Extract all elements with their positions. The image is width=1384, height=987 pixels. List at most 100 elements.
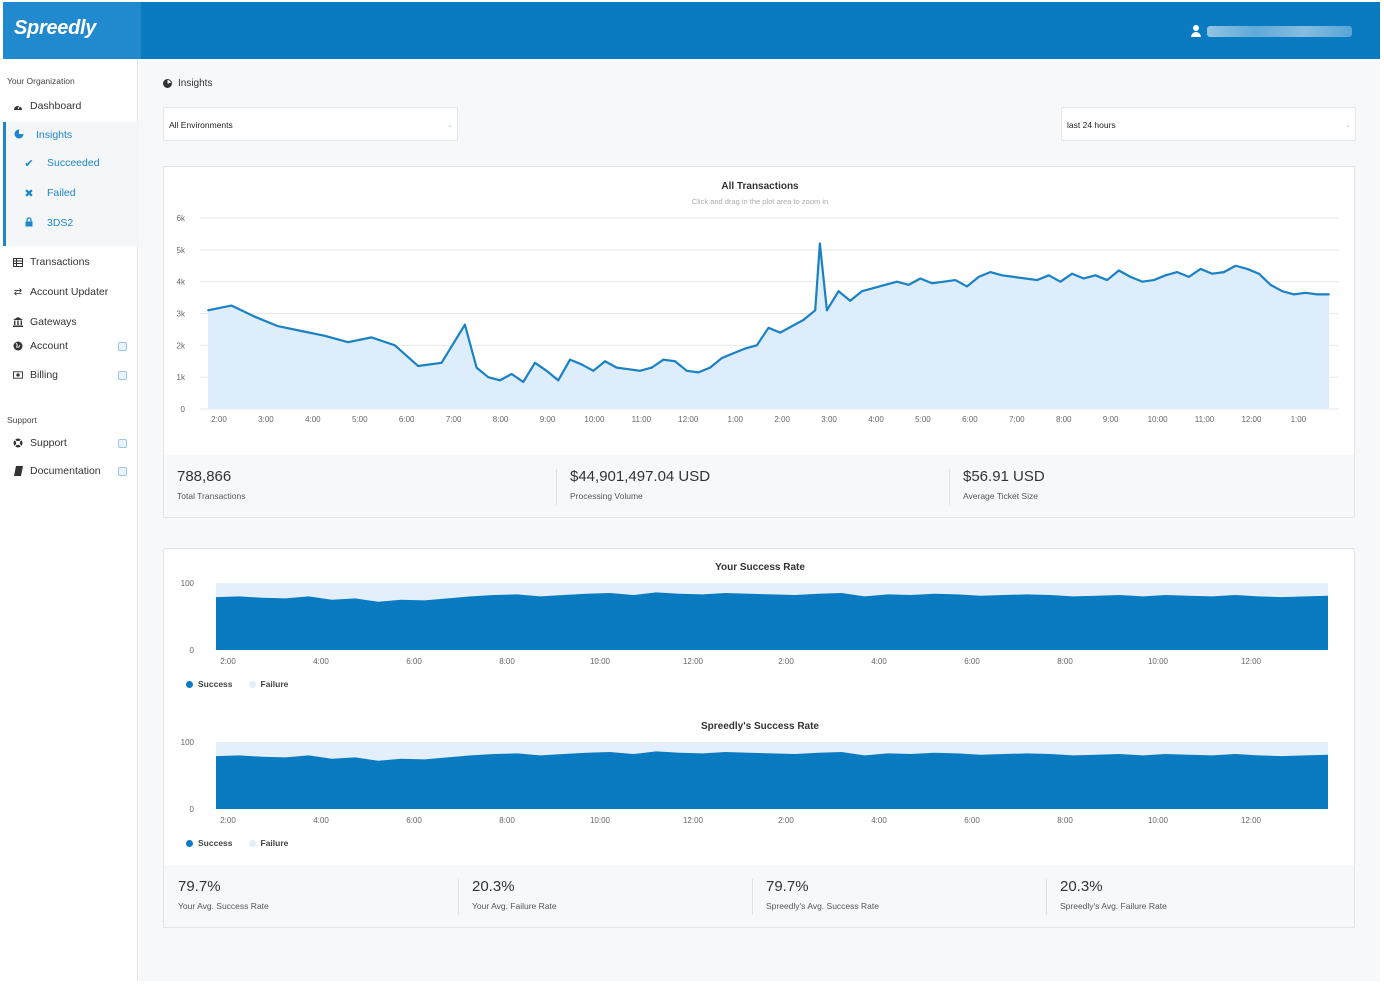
external-link-icon[interactable] [118,438,127,448]
data-point[interactable] [393,344,396,347]
data-point[interactable] [697,371,700,374]
data-point[interactable] [1223,271,1225,274]
data-point[interactable] [1293,293,1295,296]
data-point[interactable] [931,282,933,285]
data-point[interactable] [499,379,501,382]
data-point[interactable] [323,334,326,337]
data-point[interactable] [1258,272,1260,275]
legend-item-success[interactable]: Success [186,838,233,848]
data-point[interactable] [954,279,957,281]
data-point[interactable] [779,331,782,334]
data-point[interactable] [580,363,583,366]
sidebar-item-documentation[interactable]: Documentation [3,458,138,484]
data-point[interactable] [1141,280,1144,283]
data-point[interactable] [417,365,420,367]
data-point[interactable] [1234,264,1237,267]
data-point[interactable] [1024,277,1027,280]
data-point[interactable] [1246,268,1249,270]
data-point[interactable] [1211,272,1214,275]
data-point[interactable] [253,315,256,318]
data-point[interactable] [230,304,233,307]
brand-logo[interactable]: Spreedly [14,17,97,39]
data-point[interactable] [709,366,712,369]
transactions-chart[interactable]: 0 1k 2k 3k 4k 5k 6k 2:00 3:00 4:00 5:00 6:00 7:00 8:0… [164,167,1356,437]
your-success-rate-chart[interactable]: 100 0 2:00 4:00 6:00 8:00 10:00 12:00 2:00 4:00 6:… [164,574,1356,699]
data-point[interactable] [919,277,922,280]
data-point[interactable] [849,299,852,302]
data-point[interactable] [650,366,653,369]
external-link-icon[interactable] [118,466,127,476]
data-point[interactable] [347,341,350,344]
sidebar-item-3ds2[interactable]: 3DS2 [6,211,139,235]
data-point[interactable] [1106,279,1109,281]
data-point[interactable] [1164,274,1167,277]
data-point[interactable] [1071,272,1074,275]
sidebar-item-account[interactable]: Account [3,333,138,359]
data-point[interactable] [825,309,828,312]
data-point[interactable] [896,280,898,283]
data-point[interactable] [790,325,793,328]
data-point[interactable] [1082,277,1085,280]
sidebar-item-support[interactable]: Support [3,430,138,456]
data-point[interactable] [1304,291,1307,294]
data-point[interactable] [207,309,209,312]
data-point[interactable] [884,283,887,286]
sidebar-item-transactions[interactable]: Transactions [3,249,138,275]
data-point[interactable] [627,368,630,371]
data-point[interactable] [1199,268,1202,270]
sidebar-item-succeeded[interactable]: ✔ Succeeded [6,151,139,175]
data-point[interactable] [604,360,606,363]
spreedly-success-rate-chart[interactable]: 100 0 2:00 4:00 6:00 8:00 10:00 12:00 2:00 4:00 6:… [164,733,1356,858]
data-point[interactable] [1117,269,1120,272]
data-point[interactable] [872,287,875,289]
data-point[interactable] [1269,283,1272,286]
data-point[interactable] [592,369,595,372]
data-point[interactable] [744,347,747,350]
data-point[interactable] [861,290,863,293]
data-point[interactable] [475,366,478,369]
data-point[interactable] [639,369,641,372]
data-point[interactable] [732,352,735,355]
data-point[interactable] [510,373,513,375]
data-point[interactable] [615,366,618,369]
data-point[interactable] [1059,280,1062,283]
data-point[interactable] [802,318,805,321]
data-point[interactable] [522,381,525,383]
data-point[interactable] [300,330,303,332]
data-point[interactable] [767,326,770,329]
data-point[interactable] [1187,275,1190,278]
success-area[interactable] [216,592,1328,650]
sidebar-item-account-updater[interactable]: ⇄ Account Updater [3,279,138,305]
data-point[interactable] [1012,275,1015,278]
data-point[interactable] [674,360,676,363]
user-name-redacted[interactable] [1207,25,1352,37]
environment-select[interactable]: All Environments ⌄ [163,107,458,141]
logo-area[interactable]: Spreedly [3,2,141,59]
sidebar-item-failed[interactable]: ✖ Failed [6,181,139,205]
data-point[interactable] [1176,271,1179,274]
sidebar-item-insights[interactable]: Insights [6,123,139,147]
data-point[interactable] [662,358,665,361]
sidebar-item-dashboard[interactable]: Dashboard [3,93,138,119]
data-point[interactable] [370,336,373,339]
data-point[interactable] [755,344,758,347]
data-point[interactable] [720,357,723,359]
sidebar-item-billing[interactable]: Billing [3,362,138,388]
data-point[interactable] [1129,275,1132,278]
data-point[interactable] [557,379,560,382]
data-point[interactable] [1328,293,1330,296]
data-point[interactable] [1001,274,1003,277]
success-area[interactable] [216,751,1328,809]
data-point[interactable] [685,369,688,372]
data-point[interactable] [942,280,945,283]
data-point[interactable] [837,290,840,293]
external-link-icon[interactable] [118,341,127,351]
data-point[interactable] [1094,274,1097,277]
data-point[interactable] [977,275,980,278]
data-point[interactable] [545,369,548,372]
data-point[interactable] [277,325,279,328]
external-link-icon[interactable] [118,370,127,380]
data-point[interactable] [818,242,821,245]
data-point[interactable] [569,358,571,361]
data-point[interactable] [1281,290,1284,293]
